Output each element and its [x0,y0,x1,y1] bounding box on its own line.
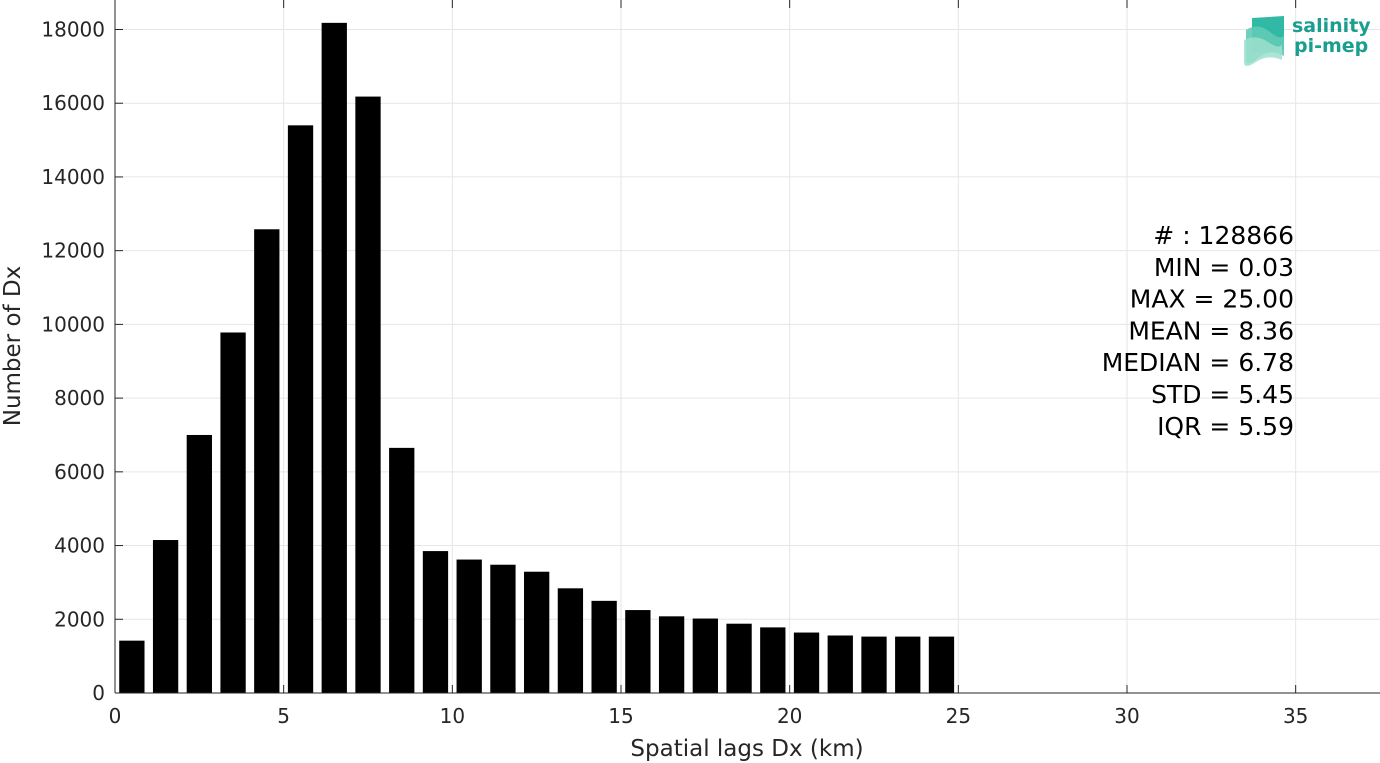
histogram-bar [625,610,651,693]
histogram-bar [186,434,212,693]
histogram-bar [119,640,145,693]
stats-line: # : 128866 [1153,221,1294,250]
histogram-bar [254,229,280,693]
y-tick-label: 6000 [54,460,105,484]
x-tick-label: 5 [277,704,290,728]
x-tick-label: 30 [1114,704,1139,728]
histogram-bar [928,636,955,693]
histogram-bar [861,636,887,693]
stats-line: MEAN = 8.36 [1128,316,1294,345]
logo-line-1: salinity [1292,15,1371,37]
histogram-bar [524,571,550,693]
y-tick-label: 4000 [54,534,105,558]
histogram-bar [287,125,314,694]
y-tick-label: 14000 [41,165,105,189]
histogram-bar [827,635,853,693]
histogram-bar [658,616,685,693]
histogram-bar [895,636,921,693]
y-tick-label: 12000 [41,239,105,263]
histogram-bar [490,564,516,693]
histogram-bar [456,559,482,693]
histogram-bar [726,623,752,693]
x-tick-label: 25 [946,704,971,728]
histogram-bar [692,618,718,693]
x-tick-label: 0 [109,704,122,728]
y-tick-label: 16000 [41,91,105,115]
stats-line: MIN = 0.03 [1154,253,1294,282]
stats-line: STD = 5.45 [1151,380,1294,409]
histogram-bar [591,600,617,693]
x-tick-label: 35 [1283,704,1308,728]
histogram-bar [422,551,449,693]
x-tick-label: 20 [777,704,802,728]
stats-line: MAX = 25.00 [1130,285,1294,314]
waves-logo-icon [1244,16,1284,66]
salinity-pi-mep-logo: salinity pi-mep [1244,15,1371,66]
logo-line-2: pi-mep [1294,35,1368,57]
histogram-bar [355,96,381,694]
histogram-bar [793,632,820,693]
y-tick-label: 10000 [41,312,105,336]
histogram-bar [152,540,179,693]
histogram-bar [760,627,786,693]
x-tick-label: 15 [608,704,633,728]
x-tick-label: 10 [440,704,465,728]
stats-line: MEDIAN = 6.78 [1102,348,1294,377]
y-tick-label: 8000 [54,386,105,410]
x-axis-label: Spatial lags Dx (km) [630,736,863,762]
y-axis-label: Number of Dx [0,266,26,427]
y-tick-label: 2000 [54,607,105,631]
histogram-bar [389,447,415,693]
y-tick-label: 18000 [41,17,105,41]
bars [119,22,955,694]
histogram-bar [557,588,584,693]
ticks: 0 5 10 15 20 25 30 35 0 2000 4000 6000 8000 10000 1200… [41,0,1308,728]
histogram-bar [321,22,347,694]
axes [114,0,1380,694]
y-tick-label: 0 [92,681,105,705]
stats-line: IQR = 5.59 [1157,412,1294,441]
histogram-bar [220,332,246,693]
